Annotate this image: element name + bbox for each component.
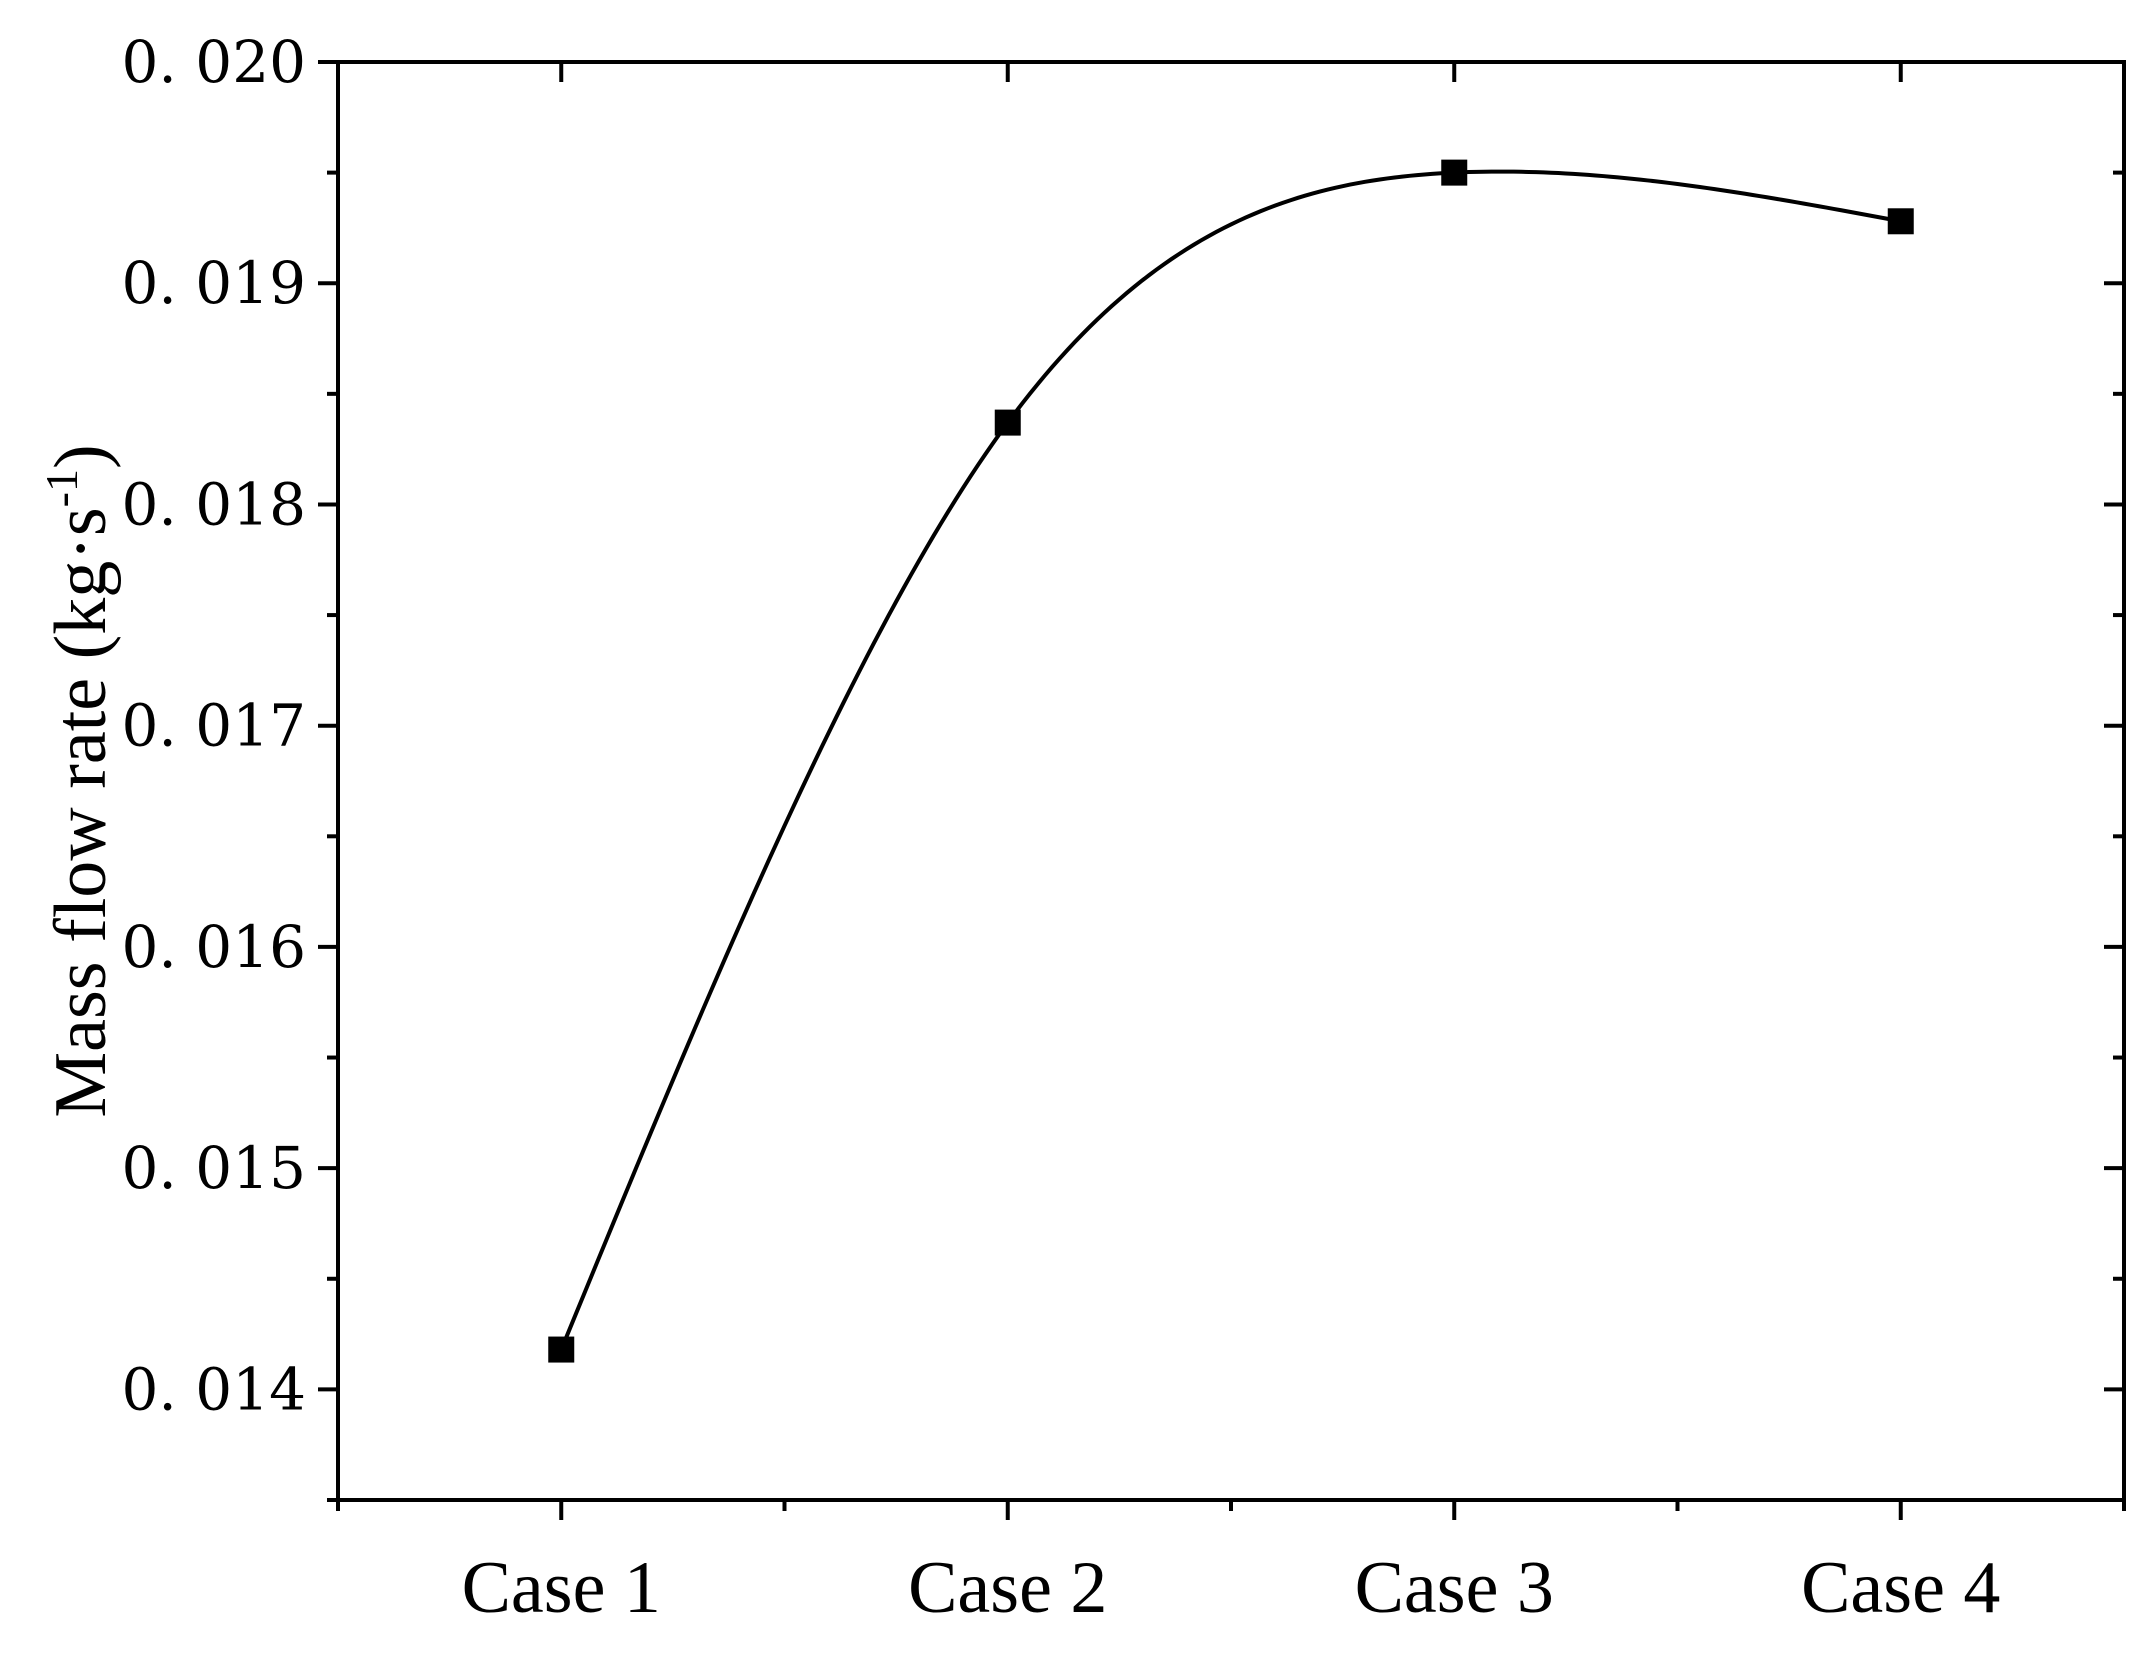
- series-markers: [548, 159, 1914, 1363]
- y-axis-title-main: Mass flow rate (kg·s: [40, 507, 122, 1117]
- y-axis-title-close: ): [40, 444, 122, 469]
- x-tick-label: Case 4: [1801, 1547, 2000, 1629]
- x-tick-labels: Case 1 Case 2 Case 3 Case 4: [462, 1547, 2001, 1629]
- y-tick-label: 0. 018: [122, 470, 306, 538]
- y-tick-label: 0. 015: [122, 1134, 306, 1202]
- data-point-marker: [1441, 159, 1468, 186]
- y-axis-title-sup: -1: [36, 469, 87, 507]
- axis-ticks: [318, 60, 2126, 1520]
- y-tick-label: 0. 020: [122, 28, 306, 96]
- data-point-marker: [1887, 208, 1914, 235]
- y-tick-label: 0. 014: [122, 1355, 306, 1423]
- x-tick-label: Case 3: [1355, 1547, 1554, 1629]
- series-line: [559, 169, 1902, 1351]
- y-axis-title: Mass flow rate (kg·s-1): [36, 444, 122, 1117]
- y-tick-labels: 0. 014 0. 015 0. 016 0. 017 0. 018 0. 019 0. 0…: [122, 28, 306, 1423]
- y-tick-label: 0. 017: [122, 692, 306, 760]
- plot-frame: [336, 60, 2126, 1502]
- x-tick-label: Case 2: [908, 1547, 1107, 1629]
- data-point-marker: [548, 1336, 575, 1363]
- x-tick-label: Case 1: [462, 1547, 661, 1629]
- data-point-marker: [994, 409, 1021, 436]
- y-tick-label: 0. 016: [122, 913, 306, 981]
- y-tick-label: 0. 019: [122, 249, 306, 317]
